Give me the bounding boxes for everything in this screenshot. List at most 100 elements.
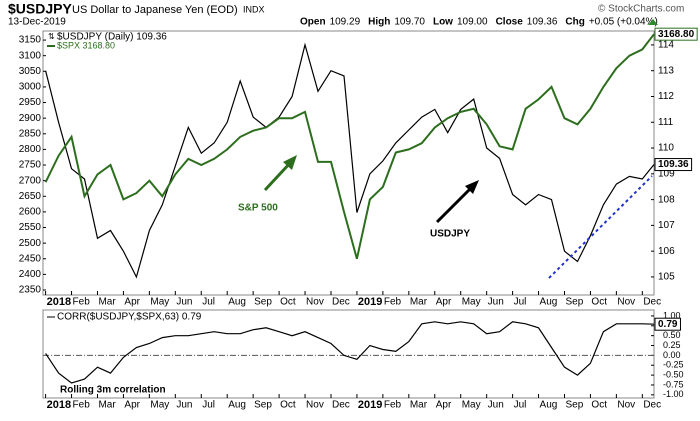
- corr-plot: 2018 Feb Mar Apr May Jun Jul Aug Sep Oct Nov Dec 201…: [43, 310, 684, 411]
- y-tick-label: 3000: [19, 82, 42, 93]
- x-tick-label: Dec: [332, 400, 350, 411]
- x-tick-label: Feb: [73, 297, 91, 308]
- x-tick-label: 2019: [358, 296, 382, 308]
- legend-corr: CORR($USDJPY,$SPX,63) 0.79: [57, 312, 202, 323]
- y-tick-label: 2450: [19, 253, 42, 264]
- annotation: S&P 500: [238, 203, 278, 214]
- y2-tick-label: 112: [658, 91, 674, 102]
- x-tick-label: Aug: [228, 400, 246, 411]
- x-tick-label: 2019: [358, 399, 382, 411]
- series-line: [45, 321, 655, 384]
- value-tag: [654, 317, 681, 331]
- y2-tick-label: 109: [658, 168, 675, 179]
- x-tick-label: Dec: [643, 400, 661, 411]
- y-tick-label: 2550: [19, 222, 42, 233]
- quote-value: +0.05 (+0.04%): [589, 17, 658, 28]
- x-tick-label: May: [462, 297, 481, 308]
- quote-label: Chg: [565, 17, 584, 28]
- quote-value: 109.29: [330, 17, 361, 28]
- y-tick-label: -0.25: [663, 360, 684, 370]
- value-tag: [654, 158, 693, 172]
- y-tick-label: -0.75: [663, 379, 684, 389]
- y-tick-label: 2800: [19, 144, 42, 155]
- x-tick-label: Jul: [202, 297, 215, 308]
- x-tick-label: Mar: [98, 297, 116, 308]
- x-tick-label: Jul: [202, 400, 215, 411]
- y-tick-label: 3100: [19, 50, 42, 61]
- x-tick-label: Nov: [617, 297, 635, 308]
- x-tick-label: Jul: [514, 297, 527, 308]
- exchange: INDX: [243, 4, 265, 14]
- date: 13-Dec-2019: [8, 17, 66, 28]
- arrow-head: [283, 155, 297, 170]
- arrow: [435, 185, 474, 224]
- y-tick-label: 2950: [19, 97, 42, 108]
- x-tick-label: Aug: [540, 400, 558, 411]
- x-tick-label: May: [462, 400, 481, 411]
- x-tick-label: Feb: [384, 297, 402, 308]
- quote-value: 109.00: [457, 17, 488, 28]
- y-tick-label: 2650: [19, 191, 42, 202]
- value-tag-label: 109.36: [658, 159, 689, 170]
- x-tick-label: Sep: [565, 400, 583, 411]
- y-tick-label: 3150: [19, 35, 42, 46]
- x-tick-label: Sep: [254, 400, 272, 411]
- y-tick-label: 0.50: [663, 330, 681, 340]
- annotation: USDJPY: [430, 229, 470, 240]
- y-tick-label: 2500: [19, 238, 42, 249]
- y2-tick-label: 106: [658, 246, 675, 257]
- symbol: $USDJPY: [8, 1, 72, 17]
- x-tick-label: Mar: [98, 400, 116, 411]
- price-plot: 2018 Feb Mar Apr May Jun Jul Aug Sep Oct Nov Dec 201…: [19, 27, 698, 308]
- x-tick-label: Jun: [488, 400, 504, 411]
- series-line: [45, 42, 655, 279]
- y-tick-label: -1.00: [663, 389, 684, 399]
- y-tick-label: 3050: [19, 66, 42, 77]
- y-tick-label: 2900: [19, 113, 42, 124]
- y-tick-label: 2850: [19, 128, 42, 139]
- x-tick-label: Jul: [514, 400, 527, 411]
- x-tick-label: May: [150, 297, 169, 308]
- x-tick-label: Nov: [617, 400, 635, 411]
- x-tick-label: Feb: [73, 400, 91, 411]
- y-tick-label: 2600: [19, 207, 42, 218]
- y-tick-label: 1.00: [663, 310, 681, 320]
- x-tick-label: 2018: [47, 296, 71, 308]
- y-tick-label: 2400: [19, 269, 42, 280]
- y2-tick-label: 113: [658, 65, 674, 76]
- y2-tick-label: 110: [658, 143, 674, 154]
- x-tick-label: Mar: [410, 400, 428, 411]
- value-tag-label: 3168.80: [658, 29, 695, 40]
- y-tick-label: 2700: [19, 175, 42, 186]
- series-line: [44, 33, 655, 260]
- arrow-head: [465, 180, 479, 194]
- copyright: © StockCharts.com: [598, 4, 684, 15]
- y2-tick-label: 108: [658, 194, 675, 205]
- x-tick-label: 2018: [47, 399, 71, 411]
- bar-icon: ⇅: [48, 32, 55, 41]
- y2-tick-label: 111: [658, 117, 674, 128]
- y-tick-label: 2750: [19, 160, 42, 171]
- x-tick-label: Oct: [280, 297, 296, 308]
- y2-tick-label: 114: [658, 40, 674, 51]
- y2-tick-label: 105: [658, 272, 675, 283]
- quote-value: 109.36: [527, 17, 558, 28]
- y-tick-label: 0.00: [663, 350, 681, 360]
- arrow: [263, 160, 293, 192]
- x-tick-label: Dec: [332, 297, 350, 308]
- legend-usdjpy: $USDJPY (Daily) 109.36: [57, 32, 167, 43]
- price-pane: [42, 30, 655, 296]
- quote-label: High: [368, 17, 390, 28]
- value-tag: [654, 27, 698, 41]
- y2-tick-label: 107: [658, 220, 675, 231]
- trend-line: [548, 175, 653, 279]
- x-tick-label: Jun: [176, 400, 192, 411]
- value-tag-label: 0.79: [658, 319, 678, 330]
- x-tick-label: Jun: [488, 297, 504, 308]
- x-tick-label: Apr: [436, 297, 452, 308]
- quote-value: 109.70: [394, 17, 425, 28]
- y-tick-label: 0.25: [663, 340, 681, 350]
- x-tick-label: Sep: [254, 297, 272, 308]
